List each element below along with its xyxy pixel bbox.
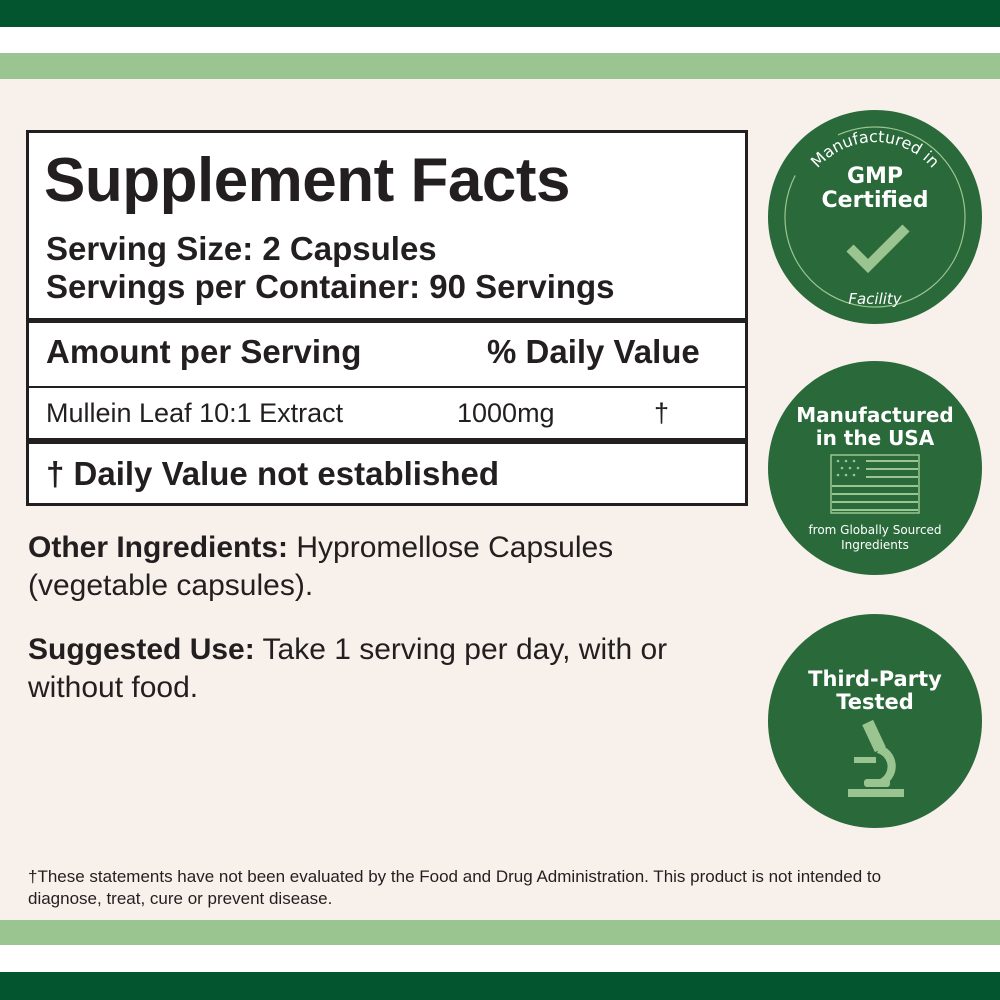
badge-line1: Third-Party: [808, 667, 942, 691]
microscope-icon: [848, 719, 904, 797]
checkmark-icon: [846, 224, 910, 274]
badge-sub2: Ingredients: [841, 538, 909, 552]
top-white-band: [0, 27, 1000, 53]
badge-line1: GMP: [846, 164, 904, 189]
divider-thick: [29, 438, 745, 444]
badge-line1: Manufactured: [796, 403, 954, 427]
top-dark-band: [0, 0, 1000, 27]
badge-third-party-tested: Third-Party Tested: [768, 614, 982, 828]
badge-line2: Certified: [821, 188, 929, 213]
bottom-white-band: [0, 945, 1000, 972]
ingredient-dv: †: [654, 398, 670, 428]
badge-line2: in the USA: [815, 426, 935, 450]
dv-footnote: † Daily Value not established: [46, 455, 499, 492]
bottom-dark-band: [0, 972, 1000, 1000]
servings-per-container: Servings per Container: 90 Servings: [46, 268, 615, 305]
ingredient-name: Mullein Leaf 10:1 Extract: [46, 398, 344, 428]
divider-thick: [29, 318, 745, 323]
badge-bottom-text: Facility: [848, 290, 902, 308]
facts-title: Supplement Facts: [44, 146, 571, 215]
badge-gmp-certified: Manufactured in GMP Certified Facility: [768, 110, 982, 324]
other-ingredients-text: Hypromellose Capsules (vegetable capsule…: [28, 531, 614, 602]
supplement-facts-panel: Supplement Facts Serving Size: 2 Capsule…: [26, 130, 748, 506]
bottom-light-band: [0, 920, 1000, 945]
divider-thin: [29, 386, 745, 388]
badge-sub1: from Globally Sourced: [808, 523, 942, 537]
other-ingredients-label: Other Ingredients:: [28, 531, 289, 564]
top-light-band: [0, 53, 1000, 79]
header-daily-value: % Daily Value: [487, 333, 700, 370]
serving-size: Serving Size: 2 Capsules: [46, 230, 437, 267]
suggested-use: Suggested Use: Take 1 serving per day, w…: [28, 631, 688, 707]
us-flag-icon: [830, 454, 920, 514]
other-ingredients: Other Ingredients: Hypromellose Capsules…: [28, 529, 728, 605]
suggested-use-text: Take 1 serving per day, with or without …: [28, 633, 668, 704]
suggested-use-label: Suggested Use:: [28, 633, 255, 666]
badge-line2: Tested: [836, 690, 914, 714]
badge-ring: Manufactured in: [784, 126, 966, 308]
fda-disclaimer: †These statements have not been evaluate…: [28, 867, 882, 908]
badge-made-in-usa: Manufactured in the USA from Globally Sou…: [768, 361, 982, 575]
header-amount: Amount per Serving: [46, 333, 362, 370]
ingredient-amount: 1000mg: [457, 398, 555, 428]
